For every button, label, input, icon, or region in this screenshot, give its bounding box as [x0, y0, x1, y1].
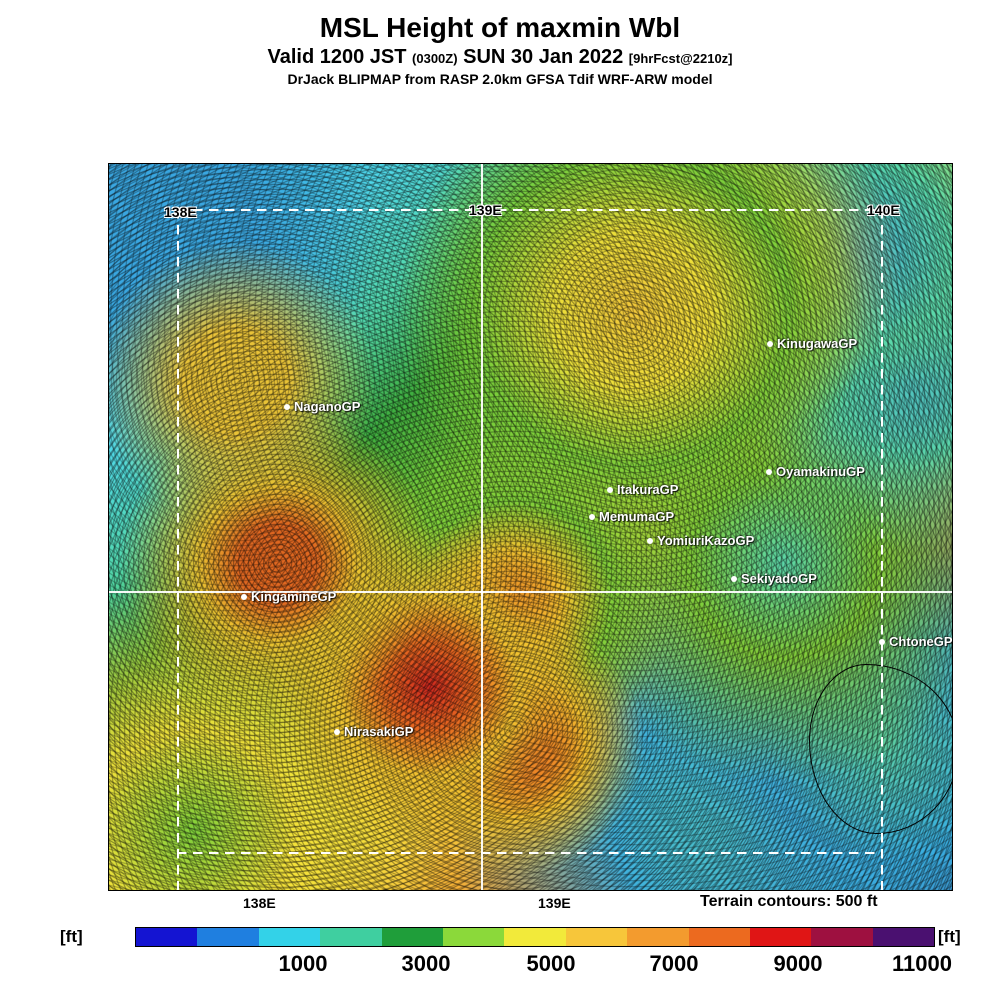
- list-item: SekiyadoGP: [731, 571, 817, 586]
- ft-unit-label-left: [ft]: [60, 927, 83, 947]
- lon-label-139e-top: 139E: [469, 202, 502, 218]
- cb-segment-5: [443, 928, 504, 946]
- lon-label-138e-bottom: 138E: [243, 895, 276, 911]
- colorbar-section: [ft] [ft] 1000 3000 5000 7000 9000 11000: [60, 925, 960, 995]
- gridline-36n: [109, 591, 953, 593]
- colorbar-tick-labels: 1000 3000 5000 7000 9000 11000: [135, 951, 935, 975]
- cb-segment-3: [320, 928, 381, 946]
- cb-segment-2: [259, 928, 320, 946]
- city-marker-dot[interactable]: [731, 576, 737, 582]
- list-item: MemumaGP: [589, 509, 674, 524]
- list-item: KinugawaGP: [767, 336, 857, 351]
- city-marker-dot[interactable]: [647, 538, 653, 544]
- cb-segment-4: [382, 928, 443, 946]
- city-marker-dot[interactable]: [879, 639, 885, 645]
- gridline-140e: [881, 209, 883, 891]
- lon-label-139e-bottom: 139E: [538, 895, 571, 911]
- cb-segment-11: [811, 928, 872, 946]
- list-item: NaganoGP: [284, 399, 360, 414]
- city-marker-dot[interactable]: [241, 594, 247, 600]
- list-item: YomiuriKazoGP: [647, 533, 754, 548]
- cb-tick-5000: 5000: [527, 951, 576, 977]
- cb-segment-0: [136, 928, 197, 946]
- list-item: ChtoneGP: [879, 634, 953, 649]
- list-item: FujisanaGP: [319, 887, 401, 891]
- cb-tick-7000: 7000: [650, 951, 699, 977]
- list-item: ItakuraGP: [607, 482, 678, 497]
- cb-segment-8: [627, 928, 688, 946]
- cb-tick-3000: 3000: [402, 951, 451, 977]
- list-item: OyamakinuGP: [766, 464, 865, 479]
- gridline-139e: [481, 164, 483, 891]
- city-marker-dot[interactable]: [589, 514, 595, 520]
- city-marker-dot[interactable]: [284, 404, 290, 410]
- city-marker-dot[interactable]: [607, 487, 613, 493]
- terrain-map: 138E 139E 140E 37N 36N 36N NaganoGP King…: [108, 163, 953, 891]
- elevation-colorbar[interactable]: [135, 927, 935, 947]
- title-block: MSL Height of maxmin Wbl Valid 1200 JST …: [0, 12, 1000, 87]
- subtitle-model-info: DrJack BLIPMAP from RASP 2.0km GFSA Tdif…: [0, 71, 1000, 87]
- list-item: KingamineGP: [241, 589, 336, 604]
- gridline-top-boundary: [177, 209, 881, 211]
- lon-label-140e-top: 140E: [867, 202, 900, 218]
- ft-unit-label-right: [ft]: [938, 927, 961, 947]
- cb-segment-7: [566, 928, 627, 946]
- cb-tick-11000: 11000: [892, 951, 952, 977]
- city-marker-dot[interactable]: [767, 341, 773, 347]
- cb-tick-1000: 1000: [279, 951, 328, 977]
- lon-label-138e-top: 138E: [164, 204, 197, 220]
- city-marker-dot[interactable]: [334, 729, 340, 735]
- gridline-138e: [177, 209, 179, 891]
- cb-segment-10: [750, 928, 811, 946]
- cb-segment-1: [197, 928, 258, 946]
- cb-segment-12: [873, 928, 934, 946]
- page-title: MSL Height of maxmin Wbl: [0, 12, 1000, 44]
- city-marker-dot[interactable]: [766, 469, 772, 475]
- subtitle-valid-time: Valid 1200 JST (0300Z) SUN 30 Jan 2022 […: [0, 46, 1000, 69]
- cb-segment-9: [689, 928, 750, 946]
- cb-tick-9000: 9000: [774, 951, 823, 977]
- cb-segment-6: [504, 928, 565, 946]
- terrain-contour-note: Terrain contours: 500 ft: [700, 893, 878, 911]
- gridline-bottom-boundary: [177, 852, 881, 854]
- list-item: NirasakiGP: [334, 724, 413, 739]
